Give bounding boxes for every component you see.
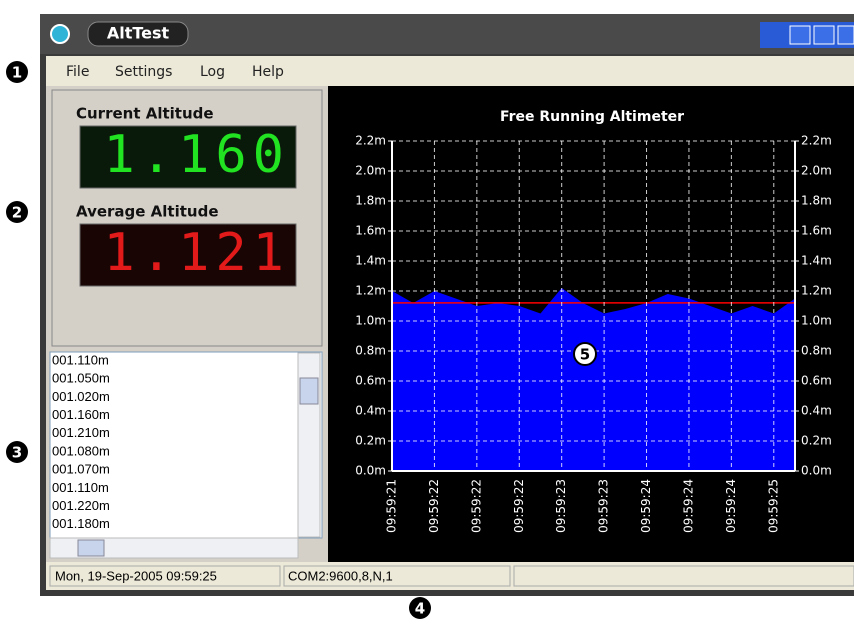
maximize-button[interactable] bbox=[813, 25, 835, 45]
y2-tick-label: 0.8m bbox=[801, 344, 832, 358]
menu-bar bbox=[46, 56, 854, 86]
area bbox=[392, 288, 795, 471]
callout-number: 3 bbox=[12, 444, 22, 462]
callout-badge bbox=[409, 597, 431, 619]
status-cell bbox=[283, 565, 511, 587]
status-cell bbox=[49, 565, 281, 587]
status-text: COM2:9600,8,N,1 bbox=[288, 568, 393, 583]
x-tick-label: 09:59:22 bbox=[512, 479, 526, 533]
led-display bbox=[79, 223, 297, 287]
y-tick-label: 0.4m bbox=[355, 404, 386, 418]
y2-tick-label: 1.6m bbox=[801, 224, 832, 238]
y-tick-label: 2.2m bbox=[355, 134, 386, 148]
y-tick-label: 1.6m bbox=[355, 224, 386, 238]
callout-badge bbox=[573, 342, 597, 366]
log-line: 001.180m bbox=[52, 516, 110, 531]
callout-number: 2 bbox=[12, 204, 22, 222]
y2-tick-label: 0.0m bbox=[801, 464, 832, 478]
y-tick-label: 0.0m bbox=[355, 464, 386, 478]
y2-tick-label: 0.2m bbox=[801, 434, 832, 448]
callout-badge bbox=[6, 441, 28, 463]
y-tick-label: 2.0m bbox=[355, 164, 386, 178]
status-cell bbox=[513, 565, 854, 587]
y2-tick-label: 1.2m bbox=[801, 284, 832, 298]
callout-number: 5 bbox=[580, 346, 590, 364]
x-tick-label: 09:59:21 bbox=[385, 479, 399, 533]
callout-number: 4 bbox=[415, 600, 425, 618]
y-tick-label: 1.2m bbox=[355, 284, 386, 298]
y-tick-label: 1.0m bbox=[355, 314, 386, 328]
log-line: 001.050m bbox=[52, 371, 110, 386]
log-line: 001.210m bbox=[52, 425, 110, 440]
x-tick-label: 09:59:24 bbox=[724, 479, 738, 533]
menu-item[interactable]: Help bbox=[252, 64, 284, 80]
log-line: 001.220m bbox=[52, 498, 110, 513]
x-tick-label: 09:59:23 bbox=[554, 479, 568, 533]
menu-item[interactable]: File bbox=[66, 64, 89, 80]
log-line: 001.070m bbox=[52, 462, 110, 477]
callout-badge bbox=[6, 61, 28, 83]
horizontal-scrollbar[interactable] bbox=[49, 537, 299, 559]
log-line: 001.160m bbox=[52, 407, 110, 422]
log-line: 001.110m bbox=[52, 352, 109, 367]
window-title: AltTest bbox=[107, 24, 170, 43]
scroll-thumb[interactable] bbox=[299, 377, 319, 405]
x-tick-label: 09:59:22 bbox=[427, 479, 441, 533]
log-line: 001.110m bbox=[52, 480, 109, 495]
title-pill bbox=[87, 21, 189, 47]
x-tick-label: 09:59:24 bbox=[681, 479, 695, 533]
status-bar bbox=[46, 562, 854, 590]
display-label: Current Altitude bbox=[76, 105, 214, 123]
callout-badge bbox=[6, 201, 28, 223]
scroll-thumb[interactable] bbox=[77, 539, 105, 557]
y-tick-label: 1.4m bbox=[355, 254, 386, 268]
y2-tick-label: 1.0m bbox=[801, 314, 832, 328]
minimize-button[interactable] bbox=[789, 25, 811, 45]
y-tick-label: 0.2m bbox=[355, 434, 386, 448]
led-reading: 1.160 bbox=[103, 125, 290, 185]
y2-tick-label: 0.6m bbox=[801, 374, 832, 388]
display-label: Average Altitude bbox=[76, 203, 219, 221]
y2-tick-label: 2.0m bbox=[801, 164, 832, 178]
close-button[interactable] bbox=[837, 25, 854, 45]
led-reading: 1.121 bbox=[103, 223, 290, 283]
x-tick-label: 09:59:25 bbox=[766, 479, 780, 533]
x-tick-label: 09:59:23 bbox=[597, 479, 611, 533]
app-icon bbox=[50, 24, 70, 44]
y2-tick-label: 2.2m bbox=[801, 134, 832, 148]
chart-title: Free Running Altimeter bbox=[500, 109, 684, 125]
menu-item[interactable]: Log bbox=[200, 64, 225, 80]
y2-tick-label: 1.8m bbox=[801, 194, 832, 208]
y-tick-label: 1.8m bbox=[355, 194, 386, 208]
y-tick-label: 0.6m bbox=[355, 374, 386, 388]
log-line: 001.020m bbox=[52, 389, 110, 404]
y-tick-label: 0.8m bbox=[355, 344, 386, 358]
status-text: Mon, 19-Sep-2005 09:59:25 bbox=[55, 568, 217, 583]
menu-item[interactable]: Settings bbox=[115, 64, 172, 80]
y2-tick-label: 0.4m bbox=[801, 404, 832, 418]
x-tick-label: 09:59:22 bbox=[469, 479, 483, 533]
callout-number: 1 bbox=[12, 64, 22, 82]
log-list[interactable] bbox=[49, 351, 323, 539]
y2-tick-label: 1.4m bbox=[801, 254, 832, 268]
led-display bbox=[79, 125, 297, 189]
log-line: 001.080m bbox=[52, 443, 110, 458]
x-tick-label: 09:59:24 bbox=[639, 479, 653, 533]
